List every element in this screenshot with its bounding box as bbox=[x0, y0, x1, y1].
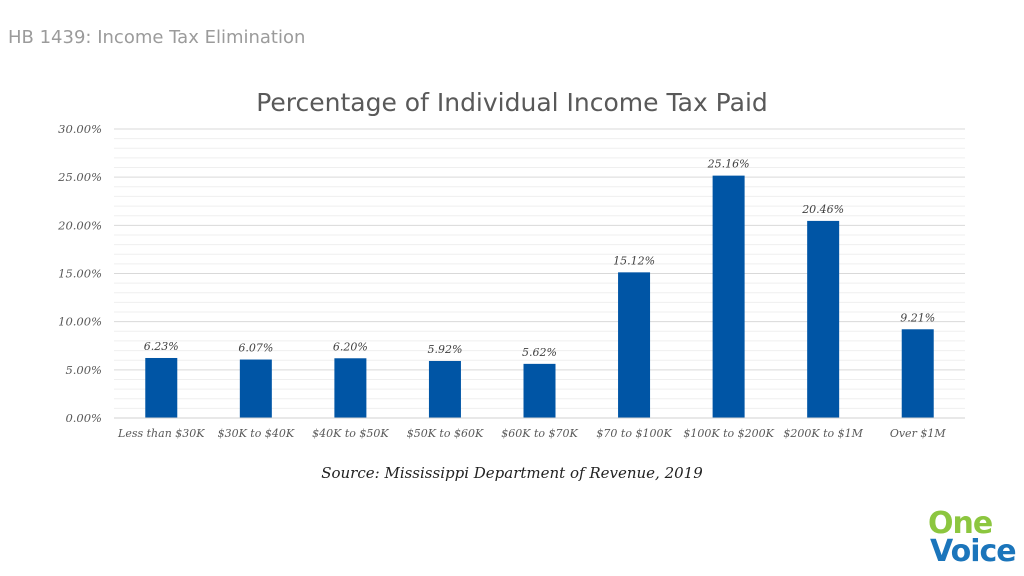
bar bbox=[901, 329, 934, 418]
one-voice-logo: One Voice bbox=[922, 506, 1018, 572]
bar bbox=[523, 363, 556, 418]
data-label: 5.92% bbox=[427, 343, 462, 356]
data-label: 9.21% bbox=[900, 311, 935, 324]
x-category-label: Over $1M bbox=[890, 427, 946, 440]
chart-title: Percentage of Individual Income Tax Paid bbox=[256, 88, 768, 117]
data-labels: 6.23% 6.07% 6.20% 5.92% 5.62% 15.12% 25.16% 20.… bbox=[144, 158, 935, 359]
x-category-label: $40K to $50K bbox=[312, 427, 389, 440]
bar bbox=[239, 359, 272, 418]
y-tick-label: 15.00% bbox=[58, 267, 102, 281]
source-note: Source: Mississippi Department of Revenu… bbox=[321, 464, 703, 482]
data-label: 5.62% bbox=[522, 346, 557, 359]
data-label: 6.23% bbox=[144, 340, 179, 353]
bar bbox=[334, 358, 367, 418]
slide-header: HB 1439: Income Tax Elimination bbox=[8, 27, 306, 48]
x-category-label: $60K to $70K bbox=[501, 427, 578, 440]
bar bbox=[712, 175, 745, 418]
bar bbox=[428, 360, 461, 418]
y-tick-label: 0.00% bbox=[65, 411, 102, 425]
bar bbox=[807, 220, 840, 418]
bars bbox=[145, 175, 934, 418]
y-tick-label: 5.00% bbox=[65, 363, 102, 377]
y-tick-label: 10.00% bbox=[58, 315, 102, 329]
x-category-label: $200K to $1M bbox=[783, 427, 863, 440]
x-category-label: Less than $30K bbox=[117, 427, 205, 440]
x-category-label: $70 to $100K bbox=[596, 427, 672, 440]
bar bbox=[145, 357, 178, 418]
data-label: 15.12% bbox=[613, 254, 655, 267]
data-label: 25.16% bbox=[707, 158, 750, 171]
data-label: 20.46% bbox=[801, 203, 844, 216]
y-tick-label: 25.00% bbox=[57, 170, 102, 184]
y-axis-ticks: 0.00% 5.00% 10.00% 15.00% 20.00% 25.00% 30.00% bbox=[57, 122, 102, 425]
data-label: 6.07% bbox=[238, 342, 273, 355]
logo-line-1: One bbox=[928, 506, 993, 541]
x-category-label: $50K to $60K bbox=[407, 427, 484, 440]
x-axis-categories: Less than $30K $30K to $40K $40K to $50K $5… bbox=[117, 427, 946, 440]
y-tick-label: 20.00% bbox=[57, 218, 102, 232]
x-category-label: $100K to $200K bbox=[683, 427, 774, 440]
data-label: 6.20% bbox=[333, 340, 368, 353]
logo-line-2: Voice bbox=[930, 534, 1017, 569]
y-tick-label: 30.00% bbox=[58, 122, 102, 136]
bar bbox=[618, 272, 651, 418]
x-category-label: $30K to $40K bbox=[218, 427, 295, 440]
